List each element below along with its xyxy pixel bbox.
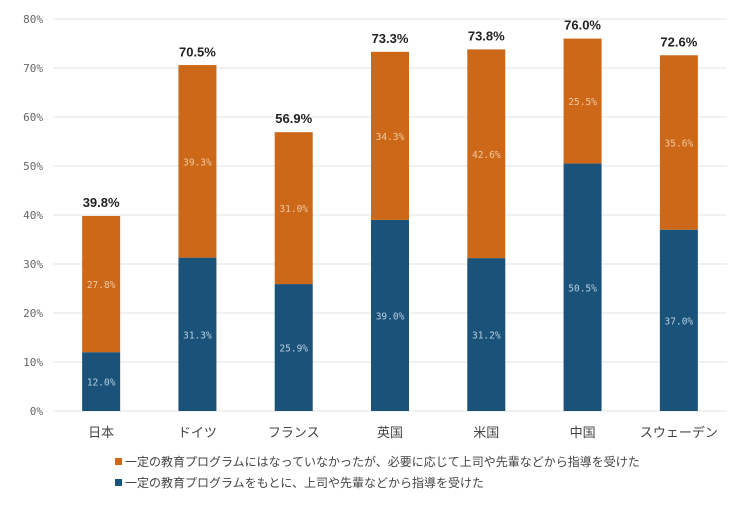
legend-item-blue: 一定の教育プログラムをもとに、上司や先輩などから指導を受けた: [115, 474, 484, 491]
y-tick-label: 60%: [23, 111, 43, 124]
bar-segment-program: [178, 257, 217, 411]
bar-segment-adhoc: [467, 49, 506, 259]
segment-value-label: 25.5%: [568, 97, 597, 108]
segment-value-label: 39.3%: [183, 157, 212, 168]
y-tick-label: 0%: [30, 405, 44, 418]
bar-segment-program: [274, 284, 313, 411]
legend-label-orange: 一定の教育プログラムにはなっていなかったが、必要に応じて上司や先輩などから指導を…: [125, 455, 640, 469]
segment-value-label: 42.6%: [472, 150, 501, 161]
segment-value-label: 34.3%: [376, 132, 405, 143]
segment-value-label: 31.0%: [279, 204, 308, 215]
total-value-label: 39.8%: [83, 195, 120, 210]
total-value-label: 73.8%: [468, 28, 505, 43]
segment-value-label: 35.6%: [665, 138, 694, 149]
bar-segment-adhoc: [274, 132, 313, 285]
y-tick-label: 50%: [23, 160, 43, 173]
segment-value-label: 39.0%: [376, 311, 405, 322]
total-value-label: 73.3%: [372, 31, 409, 46]
x-tick-label: スウェーデン: [640, 425, 718, 441]
bar-segment-program: [659, 229, 698, 411]
y-tick-label: 10%: [23, 356, 43, 369]
y-tick-label: 40%: [23, 209, 43, 222]
legend-item-orange: 一定の教育プログラムにはなっていなかったが、必要に応じて上司や先輩などから指導を…: [115, 453, 640, 470]
bar-segment-program: [82, 352, 121, 411]
bars: 12.0% 27.8% 39.8% 31.3% 39.3% 70.5% 25.9% 31.0%…: [82, 18, 698, 411]
segment-value-label: 31.3%: [183, 330, 212, 341]
y-tick-label: 70%: [23, 62, 43, 75]
y-tick-label: 20%: [23, 307, 43, 320]
x-tick-label: 中国: [570, 426, 596, 441]
bar-segment-adhoc: [82, 215, 121, 353]
total-value-label: 70.5%: [179, 45, 216, 60]
bar-segment-program: [371, 219, 409, 411]
bar-segment-adhoc: [371, 51, 409, 220]
x-tick-label: フランス: [268, 426, 320, 441]
y-tick-label: 80%: [23, 13, 43, 26]
legend-label-blue: 一定の教育プログラムをもとに、上司や先輩などから指導を受けた: [125, 476, 485, 490]
total-value-label: 56.9%: [275, 111, 312, 126]
x-tick-label: 日本: [88, 426, 114, 441]
bar-segment-program: [467, 258, 506, 411]
segment-value-label: 27.8%: [87, 280, 116, 291]
bar-segment-adhoc: [659, 55, 698, 230]
x-tick-label: 米国: [473, 426, 499, 441]
bar-segment-adhoc: [563, 38, 602, 164]
y-tick-label: 30%: [23, 258, 43, 271]
y-axis: 0% 10% 20% 30% 40% 50% 60% 70% 80%: [23, 13, 43, 418]
total-value-label: 72.6%: [660, 34, 697, 49]
segment-value-label: 50.5%: [568, 283, 597, 294]
x-tick-label: 英国: [377, 426, 403, 441]
segment-value-label: 25.9%: [279, 344, 308, 355]
segment-value-label: 37.0%: [665, 316, 694, 327]
legend-swatch-orange: [115, 458, 122, 465]
bar-segment-adhoc: [178, 65, 217, 258]
bar-segment-program: [563, 163, 602, 411]
segment-value-label: 12.0%: [87, 378, 116, 389]
total-value-label: 76.0%: [564, 18, 601, 33]
legend-swatch-blue: [115, 479, 122, 486]
segment-value-label: 31.2%: [472, 331, 501, 342]
x-axis: 日本 ドイツ フランス 英国 米国 中国 スウェーデン: [88, 425, 718, 441]
x-tick-label: ドイツ: [178, 426, 217, 441]
